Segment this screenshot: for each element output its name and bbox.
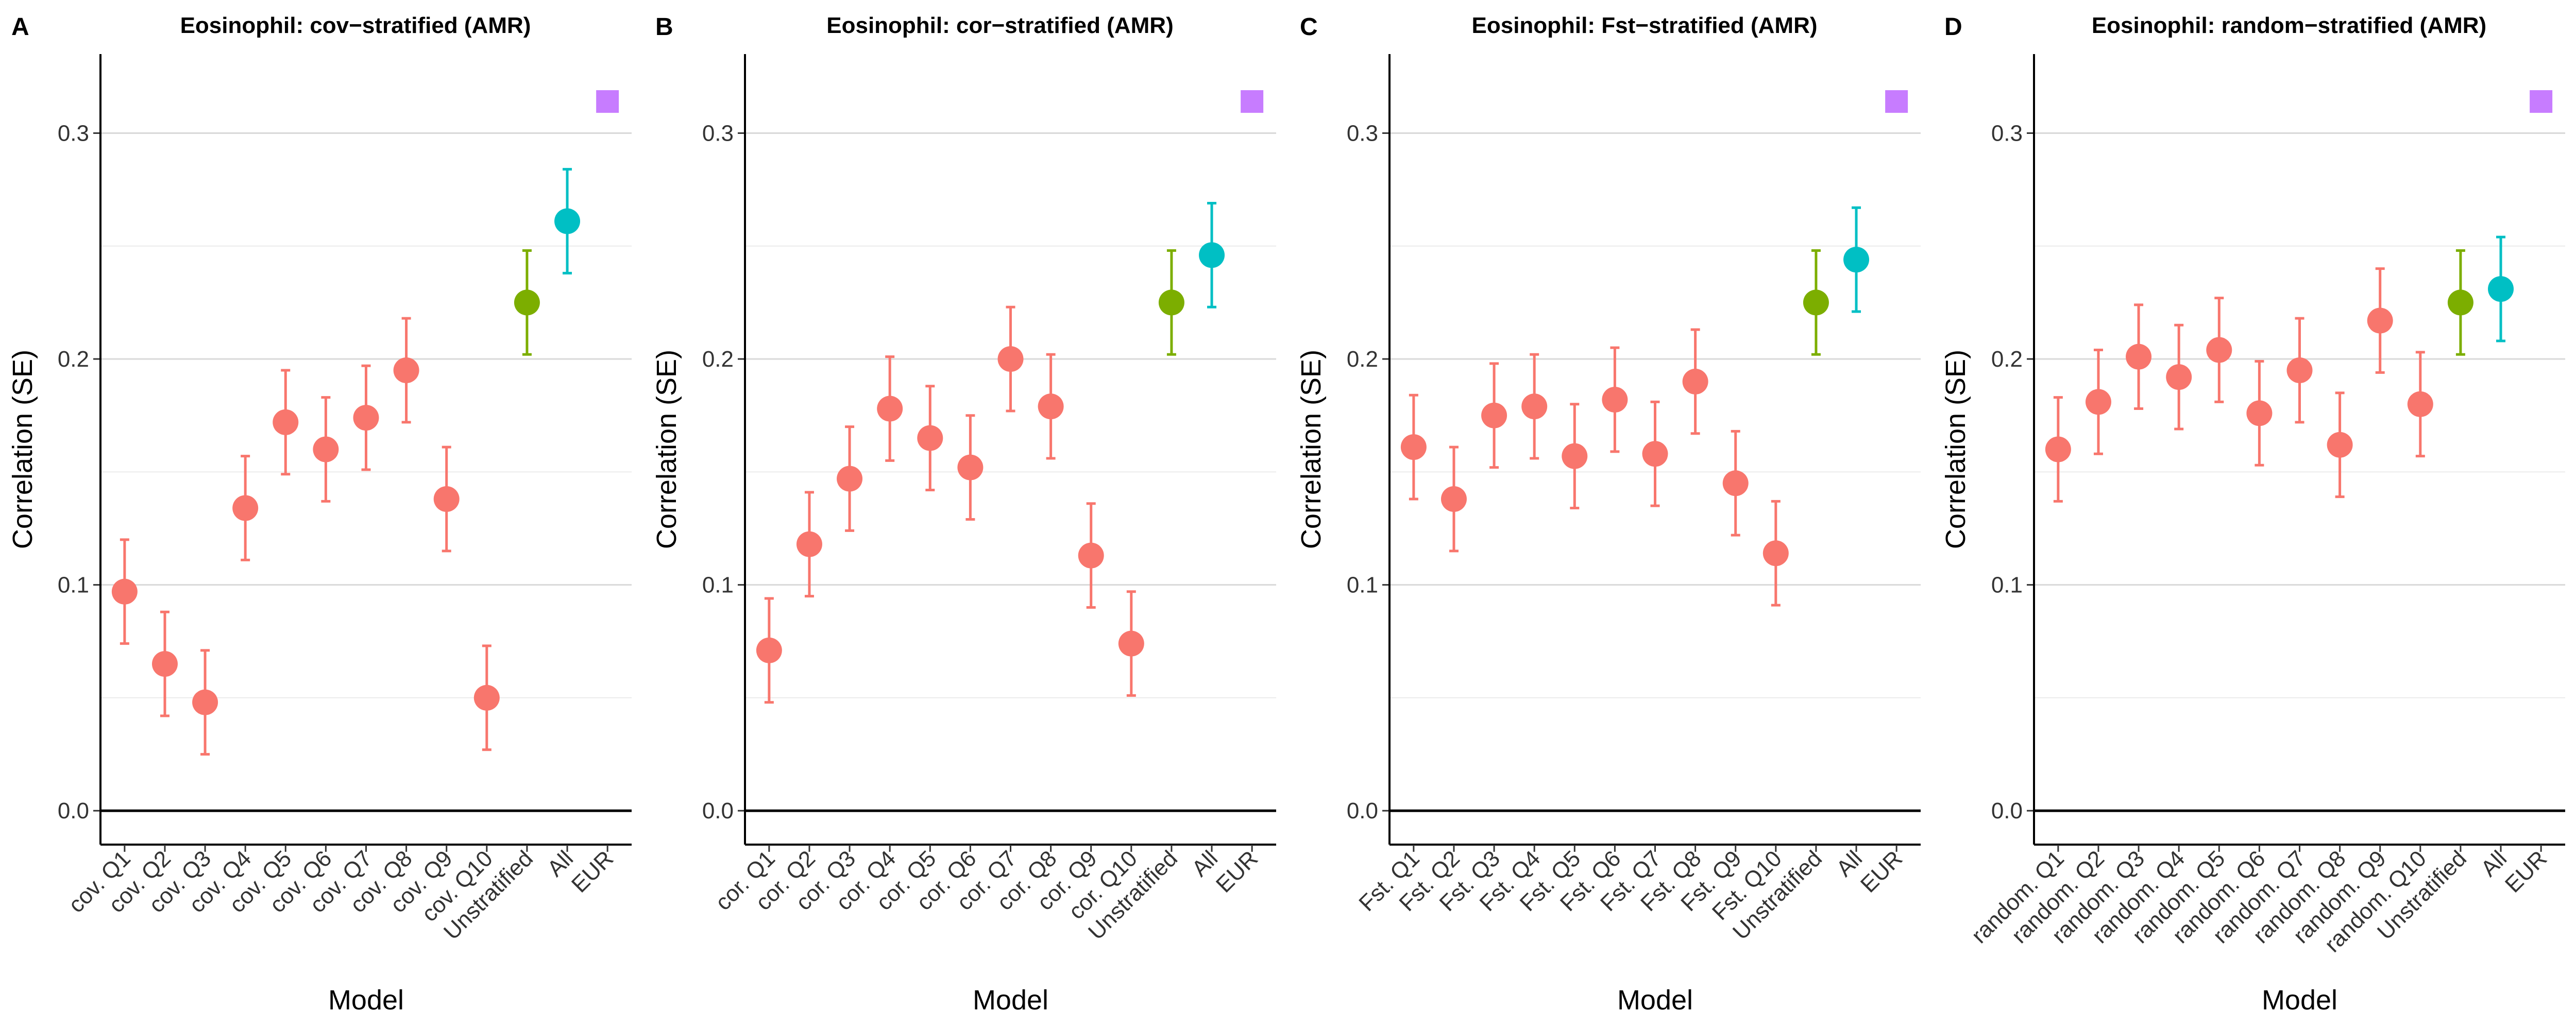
x-tick-label: EUR bbox=[1211, 846, 1263, 897]
panel-title: Eosinophil: cor−stratified (AMR) bbox=[826, 13, 1173, 38]
quantile-point bbox=[1400, 434, 1427, 460]
x-tick-label: EUR bbox=[2500, 846, 2552, 897]
quantile-point bbox=[433, 486, 460, 512]
y-tick-label: 0.2 bbox=[702, 347, 734, 372]
panel-letter: B bbox=[655, 13, 673, 41]
quantile-point bbox=[1762, 540, 1789, 566]
x-axis-title: Model bbox=[328, 985, 404, 1016]
x-axis-title: Model bbox=[1617, 985, 1693, 1016]
y-tick-label: 0.1 bbox=[1347, 573, 1378, 598]
all-point bbox=[554, 208, 581, 234]
quantile-point bbox=[273, 409, 299, 435]
quantile-point bbox=[756, 637, 782, 663]
y-axis-title: Correlation (SE) bbox=[1296, 350, 1327, 549]
quantile-point bbox=[1038, 393, 1064, 420]
quantile-point bbox=[2206, 337, 2232, 363]
quantile-point bbox=[151, 651, 178, 677]
eur-point bbox=[1885, 90, 1908, 113]
panel-title: Eosinophil: Fst−stratified (AMR) bbox=[1472, 13, 1818, 38]
quantile-point bbox=[393, 357, 419, 383]
y-tick-label: 0.2 bbox=[58, 347, 89, 372]
y-tick-label: 0.3 bbox=[58, 121, 89, 146]
panel-letter: C bbox=[1300, 13, 1318, 41]
quantile-point bbox=[1481, 402, 1507, 428]
panel-d: D Eosinophil: random−stratified (AMR) 0.0 0… bbox=[1940, 13, 2565, 1016]
quantile-point bbox=[2246, 400, 2273, 426]
quantile-point bbox=[1118, 630, 1144, 657]
y-tick-label: 0.1 bbox=[1991, 573, 2023, 598]
quantile-point bbox=[1722, 470, 1749, 496]
quantile-point bbox=[353, 405, 379, 431]
y-axis-title: Correlation (SE) bbox=[651, 350, 682, 549]
unstratified-point bbox=[2447, 289, 2473, 316]
quantile-point bbox=[877, 396, 903, 422]
all-point bbox=[1199, 242, 1225, 268]
y-tick-label: 0.1 bbox=[702, 573, 734, 598]
x-tick-label: EUR bbox=[567, 846, 618, 897]
unstratified-point bbox=[1803, 289, 1829, 316]
panel-title: Eosinophil: random−stratified (AMR) bbox=[2092, 13, 2486, 38]
y-tick-label: 0.3 bbox=[1991, 121, 2023, 146]
y-axis-title: Correlation (SE) bbox=[1940, 350, 1971, 549]
y-tick-label: 0.3 bbox=[1347, 121, 1378, 146]
quantile-point bbox=[232, 495, 259, 521]
quantile-point bbox=[1562, 443, 1588, 469]
y-axis-title: Correlation (SE) bbox=[7, 350, 38, 549]
y-tick-label: 0.2 bbox=[1991, 347, 2023, 372]
panel-letter: A bbox=[11, 13, 29, 41]
eur-point bbox=[596, 90, 619, 113]
y-tick-label: 0.0 bbox=[1347, 798, 1378, 823]
quantile-point bbox=[2045, 436, 2071, 462]
quantile-point bbox=[192, 689, 218, 715]
eur-point bbox=[1241, 90, 1264, 113]
y-tick-label: 0.0 bbox=[1991, 798, 2023, 823]
quantile-point bbox=[2085, 389, 2111, 415]
quantile-point bbox=[111, 578, 138, 605]
quantile-point bbox=[2166, 364, 2192, 390]
x-axis-title: Model bbox=[973, 985, 1048, 1016]
all-point bbox=[1843, 247, 1870, 273]
quantile-point bbox=[2327, 432, 2353, 458]
quantile-point bbox=[473, 684, 500, 711]
unstratified-point bbox=[1158, 289, 1184, 316]
quantile-point bbox=[313, 436, 339, 462]
y-tick-label: 0.3 bbox=[702, 121, 734, 146]
y-tick-label: 0.1 bbox=[58, 573, 89, 598]
quantile-point bbox=[2126, 344, 2152, 370]
quantile-point bbox=[2407, 391, 2433, 417]
quantile-point bbox=[1642, 441, 1668, 467]
x-tick-label: EUR bbox=[1856, 846, 1907, 897]
quantile-point bbox=[1521, 393, 1548, 420]
eur-point bbox=[2530, 90, 2553, 113]
panel-b: B Eosinophil: cor−stratified (AMR) 0.0 0.1 0… bbox=[651, 13, 1276, 1016]
x-axis-title: Model bbox=[2262, 985, 2337, 1016]
quantile-point bbox=[2367, 307, 2393, 334]
quantile-point bbox=[1078, 542, 1104, 569]
quantile-point bbox=[997, 346, 1024, 372]
panel-letter: D bbox=[1944, 13, 1962, 41]
quantile-point bbox=[1440, 486, 1467, 512]
panel-a: A Eosinophil: cov−stratified (AMR) 0.0 0.1 0… bbox=[7, 13, 632, 1016]
y-tick-label: 0.0 bbox=[58, 798, 89, 823]
unstratified-point bbox=[514, 289, 540, 316]
y-tick-label: 0.0 bbox=[702, 798, 734, 823]
quantile-point bbox=[796, 531, 822, 557]
quantile-point bbox=[837, 466, 863, 492]
quantile-point bbox=[917, 425, 943, 451]
all-point bbox=[2488, 276, 2514, 302]
quantile-point bbox=[957, 454, 984, 480]
quantile-point bbox=[2286, 357, 2313, 383]
quantile-point bbox=[1602, 387, 1628, 413]
quantile-point bbox=[1682, 368, 1708, 394]
panel-title: Eosinophil: cov−stratified (AMR) bbox=[180, 13, 531, 38]
panel-c: C Eosinophil: Fst−stratified (AMR) 0.0 0.1 0… bbox=[1296, 13, 1921, 1016]
y-tick-label: 0.2 bbox=[1347, 347, 1378, 372]
